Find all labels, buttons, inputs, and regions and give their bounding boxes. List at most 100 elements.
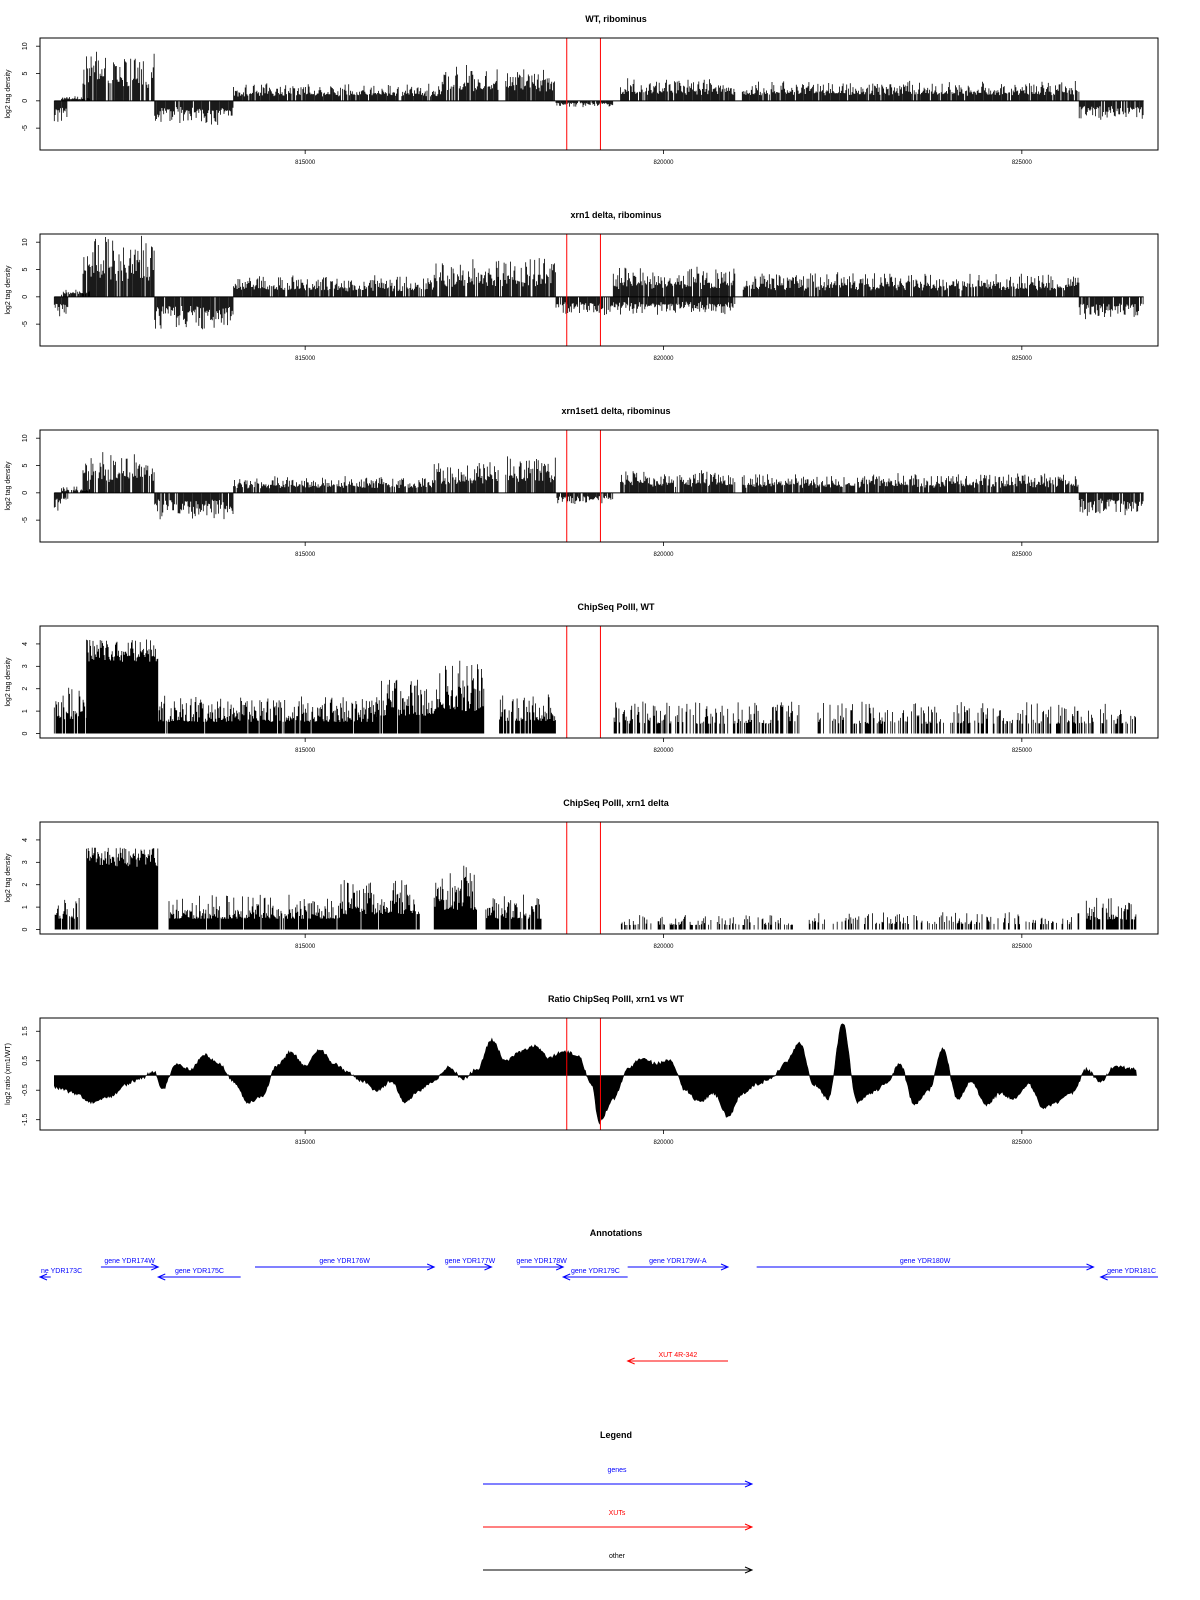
panel-frame (39, 821, 1159, 935)
gene-arrow: gene YDR174W (100, 1258, 160, 1271)
x-tick-label: 825000 (1012, 944, 1033, 950)
x-axis: 815000 820000 825000 (295, 738, 1033, 754)
annotation-track: Annotations ne YDR173C gene YDR174W gene Y… (38, 1228, 1158, 1365)
x-tick-label: 825000 (1012, 552, 1033, 558)
y-tick-label: 0 (22, 99, 29, 103)
x-tick-label: 820000 (653, 356, 674, 362)
gene-label: gene YDR175C (175, 1268, 224, 1275)
x-tick-label: 825000 (1012, 1140, 1033, 1146)
tag-density-bars (53, 235, 1144, 330)
gene-label: ne YDR173C (41, 1268, 82, 1275)
y-axis: 0 1 2 3 4 (22, 642, 40, 735)
legend-label: other (609, 1553, 626, 1560)
panel-title: xrn1 delta, ribominus (570, 210, 661, 220)
panel-frame (39, 37, 1159, 151)
panel-title: ChipSeq PolII, xrn1 delta (563, 798, 670, 808)
x-tick-label: 820000 (653, 748, 674, 754)
track-panel: Ratio ChipSeq PolII, xrn1 vs WT log2 rati… (5, 994, 1159, 1146)
y-axis: -5 0 5 10 (22, 42, 40, 131)
track-panel: WT, ribominus log2 tag density -5 0 5 10 81500… (5, 14, 1159, 166)
panel-frame (39, 429, 1159, 543)
gene-arrow: gene YDR175C (156, 1268, 241, 1281)
y-tick-label: 0 (22, 491, 29, 495)
annotations-title: Annotations (590, 1228, 643, 1238)
plot-area (53, 51, 1144, 125)
legend-item: genes (483, 1467, 754, 1488)
x-tick-label: 815000 (295, 356, 316, 362)
y-axis-label: log2 tag density (5, 853, 12, 903)
plot-area (53, 235, 1144, 330)
y-tick-label: 0 (22, 927, 29, 931)
y-tick-label: 10 (22, 238, 29, 246)
x-tick-label: 815000 (295, 944, 316, 950)
y-tick-label: 1.5 (22, 1026, 29, 1036)
y-tick-label: -5 (22, 321, 29, 327)
panel-frame (39, 233, 1159, 347)
panel-title: xrn1set1 delta, ribominus (561, 406, 670, 416)
legend-title: Legend (600, 1430, 632, 1440)
y-tick-label: 0 (22, 295, 29, 299)
plot-area (54, 847, 1137, 930)
gene-arrow: gene YDR179C (561, 1268, 628, 1281)
plot-area (53, 452, 1144, 520)
y-tick-label: 1 (22, 709, 29, 713)
tag-density-bars (53, 51, 1144, 125)
x-tick-label: 815000 (295, 748, 316, 754)
y-tick-label: 4 (22, 642, 29, 646)
track-panel: ChipSeq PolII, xrn1 delta log2 tag densit… (5, 798, 1159, 950)
y-tick-label: -1.5 (22, 1114, 29, 1126)
x-tick-label: 815000 (295, 1140, 316, 1146)
y-tick-label: 10 (22, 42, 29, 50)
y-tick-label: -5 (22, 125, 29, 131)
y-axis: -1.5 -0.5 0.5 1.5 (22, 1026, 40, 1126)
x-axis: 815000 820000 825000 (295, 1130, 1033, 1146)
y-axis: -5 0 5 10 (22, 238, 40, 327)
y-tick-label: 1 (22, 905, 29, 909)
legend-item: other (483, 1553, 754, 1574)
y-axis-label: log2 tag density (5, 461, 12, 511)
x-tick-label: 815000 (295, 160, 316, 166)
gene-label: gene YDR178W (516, 1258, 567, 1265)
xut-label: XUT 4R-342 (658, 1352, 697, 1359)
y-tick-label: 0.5 (22, 1056, 29, 1066)
y-tick-label: -5 (22, 517, 29, 523)
gene-label: gene YDR181C (1107, 1268, 1156, 1275)
legend-item: XUTs (483, 1510, 754, 1531)
x-tick-label: 825000 (1012, 748, 1033, 754)
y-tick-label: 10 (22, 434, 29, 442)
y-axis-label: log2 tag density (5, 265, 12, 315)
plot-area (53, 639, 1136, 734)
gene-label: gene YDR180W (900, 1258, 951, 1265)
y-tick-label: 2 (22, 883, 29, 887)
panel-title: Ratio ChipSeq PolII, xrn1 vs WT (548, 994, 685, 1004)
y-axis-label: log2 tag density (5, 69, 12, 119)
y-tick-label: 0 (22, 731, 29, 735)
y-tick-label: 5 (22, 463, 29, 467)
polii-density-bars (53, 639, 1136, 734)
tag-density-bars (53, 452, 1144, 520)
legend-items: genes XUTs other (483, 1467, 754, 1574)
gene-arrow: gene YDR178W (516, 1258, 567, 1271)
track-panel: xrn1 delta, ribominus log2 tag density -5 0… (5, 210, 1159, 362)
x-tick-label: 820000 (653, 552, 674, 558)
plot-area (54, 1023, 1137, 1125)
y-tick-label: 3 (22, 860, 29, 864)
y-tick-label: 4 (22, 838, 29, 842)
gene-arrow: gene YDR177W (445, 1258, 496, 1271)
panel-frame (39, 625, 1159, 739)
y-axis-label: log2 ratio (xrn1/WT) (5, 1043, 12, 1105)
gene-arrow: gene YDR179W-A (627, 1258, 730, 1271)
legend: Legend genes XUTs other (483, 1430, 754, 1574)
panel-title: ChipSeq PolII, WT (578, 602, 655, 612)
y-tick-label: 3 (22, 664, 29, 668)
gene-arrow: ne YDR173C (38, 1268, 82, 1281)
y-axis: 0 1 2 3 4 (22, 838, 40, 931)
gene-label: gene YDR177W (445, 1258, 496, 1265)
gene-label: gene YDR179C (571, 1268, 620, 1275)
x-tick-label: 825000 (1012, 160, 1033, 166)
track-panel: ChipSeq PolII, WT log2 tag density 0 1 2 3 4 81… (5, 602, 1159, 754)
polii-density-bars (54, 847, 1137, 930)
y-tick-label: 2 (22, 687, 29, 691)
xut-arrow: XUT 4R-342 (626, 1352, 728, 1365)
